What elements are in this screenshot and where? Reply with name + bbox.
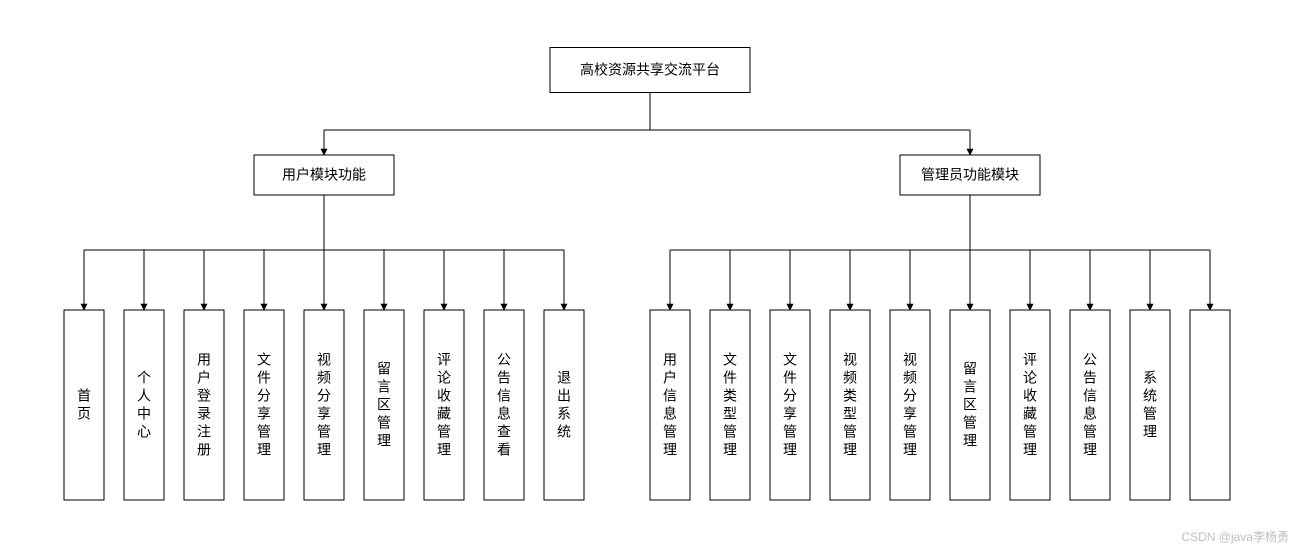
level2-node-user-label: 用户模块功能: [282, 167, 366, 183]
watermark: CSDN @java李杨勇: [1181, 529, 1289, 544]
user-leaf-1: 个人中心: [124, 310, 164, 500]
user-leaf-2: 用户登录注册: [184, 310, 224, 500]
admin-leaf-9: [1190, 310, 1230, 500]
user-leaf-6: 评论收藏管理: [424, 310, 464, 500]
user-leaf-5-label: 留言区管理: [377, 361, 391, 449]
admin-leaf-7: 公告信息管理: [1070, 310, 1110, 500]
admin-leaf-8: 系统管理: [1130, 310, 1170, 500]
root-node: 高校资源共享交流平台: [550, 48, 750, 93]
admin-leaf-1: 文件类型管理: [710, 310, 750, 500]
root-node-label: 高校资源共享交流平台: [580, 62, 720, 78]
user-leaf-7: 公告信息查看: [484, 310, 524, 500]
user-leaf-8: 退出系统: [544, 310, 584, 500]
user-leaf-3: 文件分享管理: [244, 310, 284, 500]
admin-leaf-5: 留言区管理: [950, 310, 990, 500]
user-leaf-0: 首页: [64, 310, 104, 500]
admin-leaf-3: 视频类型管理: [830, 310, 870, 500]
level2-node-admin: 管理员功能模块: [900, 155, 1040, 195]
admin-leaf-5-label: 留言区管理: [963, 361, 977, 449]
admin-leaf-2: 文件分享管理: [770, 310, 810, 500]
level2-node-user: 用户模块功能: [254, 155, 394, 195]
admin-leaf-6: 评论收藏管理: [1010, 310, 1050, 500]
org-chart: 高校资源共享交流平台用户模块功能管理员功能模块首页个人中心用户登录注册文件分享管…: [0, 0, 1301, 551]
admin-leaf-4: 视频分享管理: [890, 310, 930, 500]
level2-node-admin-label: 管理员功能模块: [921, 167, 1019, 183]
user-leaf-4: 视频分享管理: [304, 310, 344, 500]
admin-leaf-0: 用户信息管理: [650, 310, 690, 500]
user-leaf-5: 留言区管理: [364, 310, 404, 500]
